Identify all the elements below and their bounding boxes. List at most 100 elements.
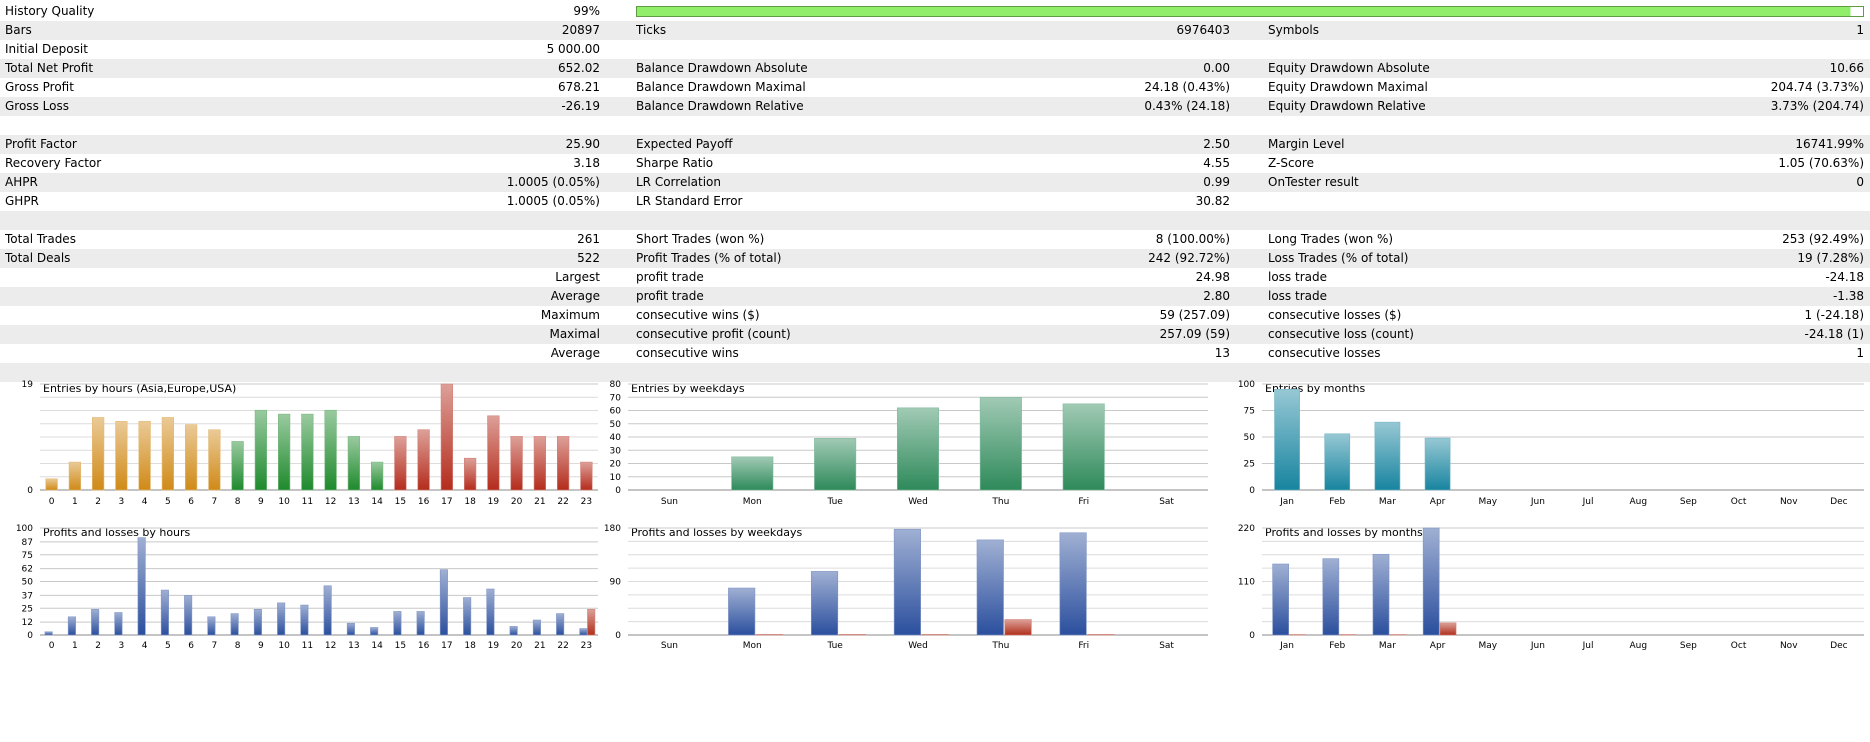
- stat-value: 10.66: [1598, 59, 1864, 78]
- bar: [116, 421, 128, 490]
- stat-label: OnTester result: [1268, 173, 1598, 192]
- x-tick-label: 13: [348, 497, 359, 507]
- x-tick-label: 7: [212, 497, 218, 507]
- bar: [1275, 389, 1300, 490]
- stat-value: 24.98: [966, 268, 1230, 287]
- bar: [1375, 422, 1400, 490]
- stat-value: 4.55: [966, 154, 1230, 173]
- stats-row: [0, 211, 1870, 230]
- bar: [814, 438, 855, 490]
- x-tick-label: 20: [511, 497, 523, 507]
- profit-bar: [580, 629, 587, 635]
- x-tick-label: 3: [119, 641, 125, 651]
- stats-row: [0, 116, 1870, 135]
- bar: [441, 384, 453, 490]
- bar: [92, 417, 104, 490]
- y-tick-label: 0: [27, 631, 33, 641]
- x-tick-label: 23: [581, 641, 592, 651]
- pl-hours-chart: Profits and losses by hours0122537506275…: [16, 524, 598, 651]
- y-tick-label: 220: [1238, 524, 1255, 534]
- x-tick-label: 5: [165, 641, 171, 651]
- x-tick-label: Mar: [1379, 641, 1396, 651]
- profit-bar: [347, 623, 354, 635]
- bar: [302, 414, 314, 490]
- y-tick-label: 100: [1238, 380, 1255, 390]
- profit-bar: [1273, 564, 1289, 635]
- profit-bar: [301, 605, 308, 635]
- stat-value: 1.05 (70.63%): [1598, 154, 1864, 173]
- x-tick-label: 11: [302, 497, 313, 507]
- x-tick-label: 16: [418, 497, 430, 507]
- profit-bar: [68, 617, 75, 635]
- x-tick-label: Thu: [991, 497, 1009, 507]
- stat-label: Ticks: [636, 21, 966, 40]
- y-tick-label: 20: [610, 460, 622, 470]
- bar: [162, 417, 174, 490]
- y-tick-label: 90: [610, 578, 622, 588]
- x-tick-label: Nov: [1780, 641, 1798, 651]
- profit-bar: [533, 620, 540, 635]
- x-tick-label: Apr: [1430, 641, 1446, 651]
- stat-value: 242 (92.72%): [966, 249, 1230, 268]
- stat-value: 678.21: [300, 78, 600, 97]
- stat-value: 20897: [300, 21, 600, 40]
- y-tick-label: 10: [610, 473, 622, 483]
- x-tick-label: 3: [119, 497, 125, 507]
- bar: [139, 421, 151, 490]
- profit-bar: [184, 595, 191, 635]
- x-tick-label: 15: [395, 641, 406, 651]
- stat-label: loss trade: [1268, 268, 1598, 287]
- stat-label: consecutive wins: [636, 344, 966, 363]
- x-tick-label: 9: [258, 497, 264, 507]
- y-tick-label: 75: [1244, 407, 1255, 417]
- stat-value: 24.18 (0.43%): [966, 78, 1230, 97]
- x-tick-label: 22: [557, 641, 568, 651]
- x-tick-label: Fri: [1078, 641, 1089, 651]
- stat-label: consecutive losses: [1268, 344, 1598, 363]
- stat-value: 0: [1598, 173, 1864, 192]
- x-tick-label: 1: [72, 497, 78, 507]
- history-quality-bar: [636, 6, 1864, 17]
- x-tick-label: 21: [534, 497, 545, 507]
- x-tick-label: 12: [325, 641, 336, 651]
- bar: [488, 416, 500, 490]
- profit-bar: [91, 609, 98, 635]
- y-tick-label: 19: [22, 380, 34, 390]
- x-tick-label: Jan: [1279, 497, 1294, 507]
- stat-value: 0.99: [966, 173, 1230, 192]
- stat-label: Gross Profit: [5, 78, 295, 97]
- x-tick-label: Aug: [1629, 641, 1647, 651]
- profit-bar: [440, 570, 447, 635]
- x-tick-label: 8: [235, 497, 241, 507]
- stat-value: 1.0005 (0.05%): [300, 173, 600, 192]
- profit-bar: [324, 586, 331, 635]
- stat-value: 19 (7.28%): [1598, 249, 1864, 268]
- profit-bar: [208, 617, 215, 635]
- profit-bar: [161, 590, 168, 635]
- profit-bar: [231, 614, 238, 635]
- stat-label: Profit Trades (% of total): [636, 249, 966, 268]
- stat-label: Recovery Factor: [5, 154, 295, 173]
- stat-label: profit trade: [636, 287, 966, 306]
- x-tick-label: 17: [441, 641, 452, 651]
- y-tick-label: 70: [610, 393, 622, 403]
- y-tick-label: 0: [615, 631, 621, 641]
- y-tick-label: 30: [610, 446, 622, 456]
- stat-label: Long Trades (won %): [1268, 230, 1598, 249]
- profit-bar: [417, 611, 424, 635]
- y-tick-label: 50: [610, 420, 622, 430]
- y-tick-label: 50: [22, 578, 34, 588]
- y-tick-label: 0: [615, 486, 621, 496]
- y-tick-label: 75: [22, 551, 33, 561]
- bar: [980, 397, 1021, 490]
- x-tick-label: Mar: [1379, 497, 1396, 507]
- stat-value: 8 (100.00%): [966, 230, 1230, 249]
- stat-label: Symbols: [1268, 21, 1598, 40]
- profit-bar: [811, 571, 838, 635]
